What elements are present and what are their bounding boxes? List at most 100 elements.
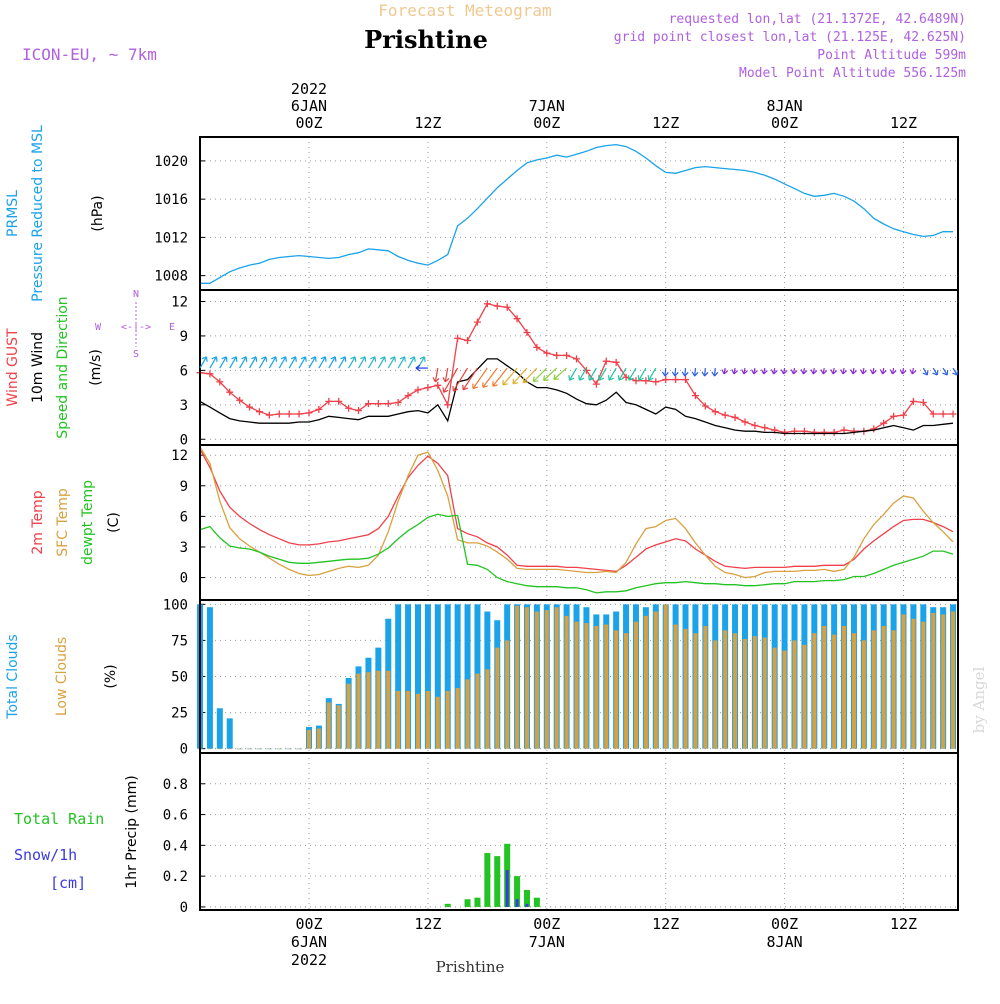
wind-arrow-head bbox=[598, 375, 605, 381]
wind-arrow bbox=[608, 367, 617, 381]
clouds-bar-orange bbox=[326, 702, 331, 749]
top-time-label: 6JAN bbox=[291, 97, 327, 115]
clouds-bar-orange bbox=[752, 636, 757, 749]
clouds-bar-blue bbox=[206, 607, 213, 749]
wind-arrow-head bbox=[810, 369, 818, 375]
temperature-ytick-label: 0 bbox=[180, 571, 188, 587]
compass-s: S bbox=[133, 349, 139, 360]
wind-arrow-head bbox=[380, 356, 387, 362]
pressure-panel: 1008 1012 1016 1020 PRMSL Pressure Reduced to… bbox=[5, 125, 959, 302]
clouds-bar-orange bbox=[673, 624, 678, 749]
wind-point-red bbox=[929, 410, 937, 418]
wind-point-red bbox=[642, 377, 650, 385]
precip-panel: 0 0.2 0.4 0.6 0.8 Total Rain Snow/1h [cm] 1hr Pr… bbox=[14, 752, 959, 916]
bottom-time-label: 6JAN bbox=[291, 933, 327, 951]
clouds-bar-orange bbox=[742, 638, 747, 749]
wind-arrow bbox=[367, 356, 376, 369]
clouds-bar-orange bbox=[217, 748, 222, 750]
wind-arrow bbox=[268, 356, 277, 369]
wind-arrow-head bbox=[578, 375, 585, 381]
clouds-bar-orange bbox=[257, 748, 262, 750]
clouds-bar-orange bbox=[881, 625, 886, 749]
temperature-side-label: dewpt Temp bbox=[80, 480, 96, 565]
clouds-panel: 0 25 50 75 100 Total Clouds Low Clouds (%) bbox=[5, 597, 959, 758]
wind-arrow bbox=[648, 367, 657, 381]
wind-arrow-head bbox=[462, 384, 469, 391]
clouds-bar-orange bbox=[643, 615, 648, 749]
wind-point-red bbox=[335, 397, 343, 405]
wind-arrow bbox=[338, 356, 346, 369]
compass-n: N bbox=[133, 289, 139, 300]
wind-arrow bbox=[397, 356, 406, 369]
precip-bar-precip_blue bbox=[515, 899, 519, 907]
wind-arrow bbox=[209, 356, 217, 369]
compass-e: E bbox=[169, 322, 175, 333]
clouds-ytick-label: 0 bbox=[180, 742, 188, 758]
header-group: Forecast Meteogram Prishtine ICON-EU, ~ … bbox=[22, 1, 988, 976]
wind-point-red bbox=[295, 410, 303, 418]
wind-arrow-head bbox=[790, 369, 798, 375]
clouds-bar-orange bbox=[931, 612, 936, 749]
clouds-bar-orange bbox=[247, 748, 252, 750]
wind-arrow-head bbox=[389, 356, 396, 362]
wind-ytick-label: 0 bbox=[180, 432, 188, 448]
wind-point-red bbox=[900, 411, 908, 419]
wind-arrow-head bbox=[568, 375, 575, 381]
wind-point-red bbox=[523, 328, 531, 336]
wind-arrow-head bbox=[681, 371, 689, 377]
top-time-label: 12Z bbox=[890, 114, 917, 132]
clouds-bar-orange bbox=[683, 628, 688, 749]
top-time-label: 00Z bbox=[295, 114, 322, 132]
wind-point-red bbox=[850, 427, 858, 435]
wind-point-red bbox=[781, 428, 789, 436]
precip-bar-green bbox=[474, 897, 481, 907]
wind-arrow-head bbox=[419, 356, 426, 362]
bottom-time-label: 12Z bbox=[414, 915, 441, 933]
wind-point-red bbox=[573, 355, 581, 363]
precip-ytick-label: 0.4 bbox=[163, 838, 188, 854]
clouds-bar-orange bbox=[366, 672, 371, 749]
clouds-bar-orange bbox=[812, 633, 817, 749]
wind-point-red bbox=[592, 380, 600, 388]
wind-arrow-head bbox=[840, 369, 848, 375]
clouds-bar-blue bbox=[226, 718, 233, 749]
wind-point-red bbox=[652, 378, 660, 386]
bottom-time-label: 7JAN bbox=[529, 933, 565, 951]
wind-point-red bbox=[751, 421, 759, 429]
temperature-line-orange bbox=[199, 446, 954, 579]
pressure-ytick-label: 1012 bbox=[154, 230, 188, 246]
wind-point-red bbox=[394, 399, 402, 407]
clouds-ytick-label: 25 bbox=[171, 706, 188, 722]
wind-arrow-head bbox=[415, 364, 421, 372]
bottom-location: Prishtine bbox=[436, 958, 505, 976]
wind-arrow-head bbox=[482, 382, 488, 388]
pressure-side-label: (hPa) bbox=[90, 195, 106, 231]
wind-arrow-head bbox=[661, 371, 669, 377]
wind-arrow bbox=[443, 367, 459, 393]
clouds-bar-orange bbox=[822, 625, 827, 749]
top-time-label: 00Z bbox=[771, 114, 798, 132]
product-title: Forecast Meteogram bbox=[378, 1, 551, 20]
wind-arrow bbox=[628, 367, 637, 381]
wind-arrow-head bbox=[952, 369, 959, 376]
wind-point-red bbox=[404, 392, 412, 400]
requested-coords: requested lon,lat (21.1372E, 42.6489N) bbox=[669, 12, 966, 27]
wind-point-red bbox=[206, 370, 214, 378]
precip-bar-green bbox=[444, 903, 451, 907]
wind-point-red bbox=[414, 386, 422, 394]
temperature-line-red bbox=[199, 448, 954, 573]
wind-point-red bbox=[890, 412, 898, 420]
wind-point-red bbox=[216, 378, 224, 386]
wind-arrow-head bbox=[512, 378, 519, 385]
clouds-bar-orange bbox=[911, 618, 916, 749]
wind-arrow bbox=[694, 368, 697, 377]
precip-ytick-label: 0.8 bbox=[163, 777, 188, 793]
precip-bar-green bbox=[484, 853, 491, 907]
wind-arrow-head bbox=[617, 375, 624, 381]
wind-arrow-head bbox=[627, 375, 634, 381]
wind-point-red bbox=[840, 426, 848, 434]
clouds-bar-orange bbox=[951, 611, 956, 749]
clouds-bar-orange bbox=[406, 690, 411, 749]
wind-arrow-head bbox=[588, 375, 595, 381]
clouds-bar-orange bbox=[733, 633, 738, 749]
